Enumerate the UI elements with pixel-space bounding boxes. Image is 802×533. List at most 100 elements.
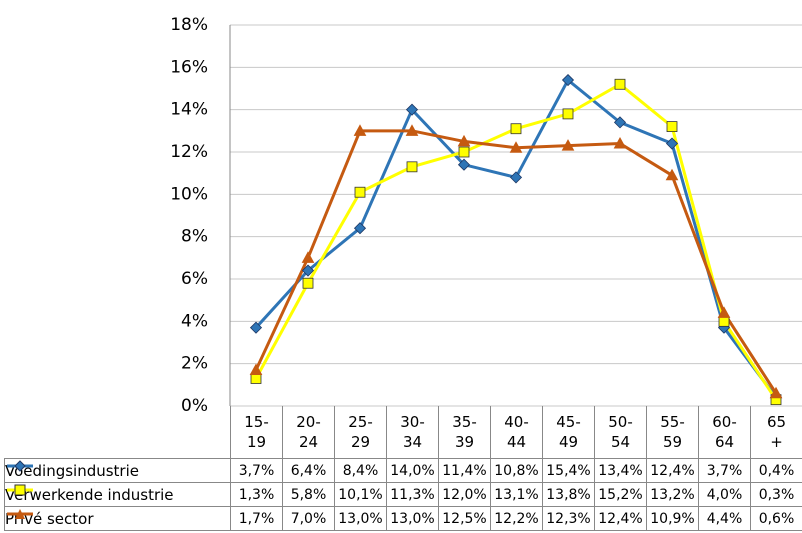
data-label: 8,4% [334, 458, 387, 483]
data-label: 7,0% [282, 506, 335, 531]
data-label: 0,4% [750, 458, 802, 483]
data-label: 13,8% [542, 482, 595, 507]
data-label: 1,3% [230, 482, 283, 507]
x-tick-label: 40-44 [490, 406, 542, 458]
data-label: 13,4% [594, 458, 647, 483]
marker [457, 158, 471, 171]
x-tick-text: 40-44 [504, 413, 529, 451]
x-tick-label: 60-64 [698, 406, 750, 458]
legend-icon [7, 509, 33, 519]
data-label: 13,0% [334, 506, 387, 531]
marker [301, 251, 315, 263]
marker [613, 136, 627, 149]
x-tick-label: 55-59 [646, 406, 698, 458]
data-label: 13,0% [386, 506, 439, 531]
legend-marker [14, 460, 26, 472]
data-label: 11,4% [438, 458, 491, 483]
marker [666, 121, 678, 132]
data-label: 12,4% [646, 458, 699, 483]
y-tick-label: 12% [170, 142, 208, 162]
y-tick-label: 16% [170, 57, 208, 77]
marker [769, 386, 783, 399]
marker [561, 73, 575, 87]
data-label: 14,0% [386, 458, 439, 483]
data-label: 13,1% [490, 482, 543, 507]
marker [458, 146, 470, 158]
marker [562, 108, 574, 120]
marker [301, 264, 315, 277]
data-label: 12,4% [594, 506, 647, 531]
x-tick-label: 25-29 [334, 406, 386, 458]
x-tick-text: 15-19 [244, 413, 269, 451]
y-tick-label: 14% [170, 100, 208, 120]
x-tick-text: 25-29 [348, 413, 373, 451]
data-label: 0,3% [750, 482, 802, 507]
x-tick-text: 55-59 [660, 413, 685, 451]
marker [509, 171, 523, 184]
marker [457, 134, 471, 147]
data-label: 6,4% [282, 458, 335, 483]
data-label: 3,7% [698, 458, 751, 483]
x-tick-label: 35-39 [438, 406, 490, 458]
y-tick-label: 18% [170, 15, 208, 35]
marker [613, 116, 627, 129]
legend-icon [7, 460, 33, 472]
y-tick-label: 0% [181, 396, 208, 416]
data-label: 10,1% [334, 482, 387, 507]
x-tick-text: 45-49 [556, 413, 581, 451]
series-line [254, 129, 778, 395]
marker [249, 321, 263, 334]
x-tick-text: 35-39 [452, 413, 477, 451]
marker [302, 277, 314, 289]
data-label: 5,8% [282, 482, 335, 507]
marker [561, 139, 575, 151]
data-label: 12,0% [438, 482, 491, 507]
marker [665, 137, 679, 150]
marker [353, 222, 367, 235]
marker [510, 123, 522, 135]
y-tick-label: 10% [170, 184, 208, 204]
x-tick-text: 50-54 [608, 413, 633, 451]
data-label: 15,4% [542, 458, 595, 483]
x-tick-text: 20-24 [296, 413, 321, 451]
marker [665, 168, 679, 181]
legend-marker [15, 509, 25, 519]
data-label: 1,7% [230, 506, 283, 531]
legend-label: Verwerkende industrie [5, 485, 174, 504]
x-tick-label: 65+ [750, 406, 802, 458]
data-label: 13,2% [646, 482, 699, 507]
marker [405, 124, 419, 136]
marker [353, 124, 367, 136]
legend-label: Voedingsindustrie [5, 461, 139, 480]
x-tick-text: 65+ [766, 413, 787, 451]
data-label: 0,6% [750, 506, 802, 531]
data-label: 15,2% [594, 482, 647, 507]
data-label: 4,4% [698, 506, 751, 531]
y-tick-label: 6% [181, 269, 208, 289]
x-tick-label: 15-19 [230, 406, 282, 458]
data-label: 11,3% [386, 482, 439, 507]
marker [249, 363, 263, 376]
data-label: 12,5% [438, 506, 491, 531]
x-tick-text: 60-64 [712, 413, 737, 451]
y-tick-label: 8% [181, 227, 208, 247]
marker [717, 306, 731, 318]
x-tick-label: 30-34 [386, 406, 438, 458]
marker [354, 186, 366, 198]
marker [405, 103, 419, 116]
y-tick-label: 4% [181, 311, 208, 331]
x-tick-label: 45-49 [542, 406, 594, 458]
marker [614, 78, 626, 90]
legend-entry: Verwerkende industrie [4, 482, 231, 507]
x-tick-text: 30-34 [400, 413, 425, 451]
marker [509, 141, 523, 153]
data-label: 10,8% [490, 458, 543, 483]
legend-entry: Voedingsindustrie [4, 458, 231, 483]
y-tick-label: 2% [181, 354, 208, 374]
marker [406, 161, 418, 173]
legend-marker [14, 484, 26, 496]
data-label: 4,0% [698, 482, 751, 507]
data-label: 3,7% [230, 458, 283, 483]
